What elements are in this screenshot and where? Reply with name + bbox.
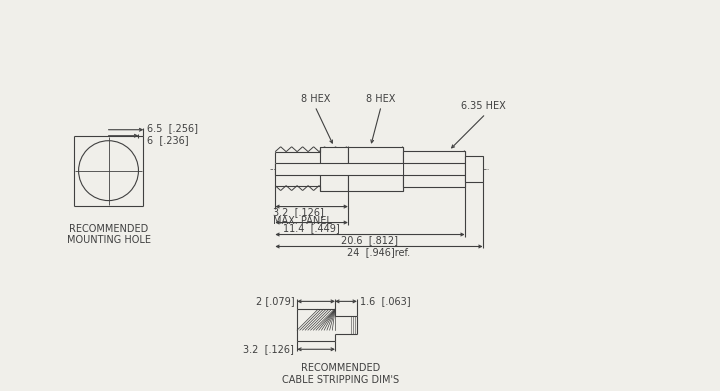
Text: 6.35 HEX: 6.35 HEX xyxy=(462,101,506,111)
Text: MAX. PANEL: MAX. PANEL xyxy=(273,215,332,226)
Text: 8 HEX: 8 HEX xyxy=(366,94,395,104)
Text: 3.2  [.126]: 3.2 [.126] xyxy=(273,208,324,217)
Text: 6  [.236]: 6 [.236] xyxy=(148,135,189,145)
Text: 1.6  [.063]: 1.6 [.063] xyxy=(360,296,410,307)
Text: 6.5  [.256]: 6.5 [.256] xyxy=(148,123,199,133)
Text: 24  [.946]ref.: 24 [.946]ref. xyxy=(347,248,410,258)
Text: 11.4  [.449]: 11.4 [.449] xyxy=(283,224,340,233)
Text: 8 HEX: 8 HEX xyxy=(302,94,330,104)
Text: 3.2  [.126]: 3.2 [.126] xyxy=(243,344,294,354)
Text: RECOMMENDED
MOUNTING HOLE: RECOMMENDED MOUNTING HOLE xyxy=(66,224,150,245)
Bar xyxy=(403,151,465,187)
Bar xyxy=(465,156,482,182)
Text: 20.6  [.812]: 20.6 [.812] xyxy=(341,235,398,246)
Bar xyxy=(275,163,403,175)
Text: RECOMMENDED
CABLE STRIPPING DIM'S: RECOMMENDED CABLE STRIPPING DIM'S xyxy=(282,363,400,385)
Bar xyxy=(348,147,403,190)
Bar xyxy=(320,147,348,190)
Text: 2 [.079]: 2 [.079] xyxy=(256,296,294,307)
